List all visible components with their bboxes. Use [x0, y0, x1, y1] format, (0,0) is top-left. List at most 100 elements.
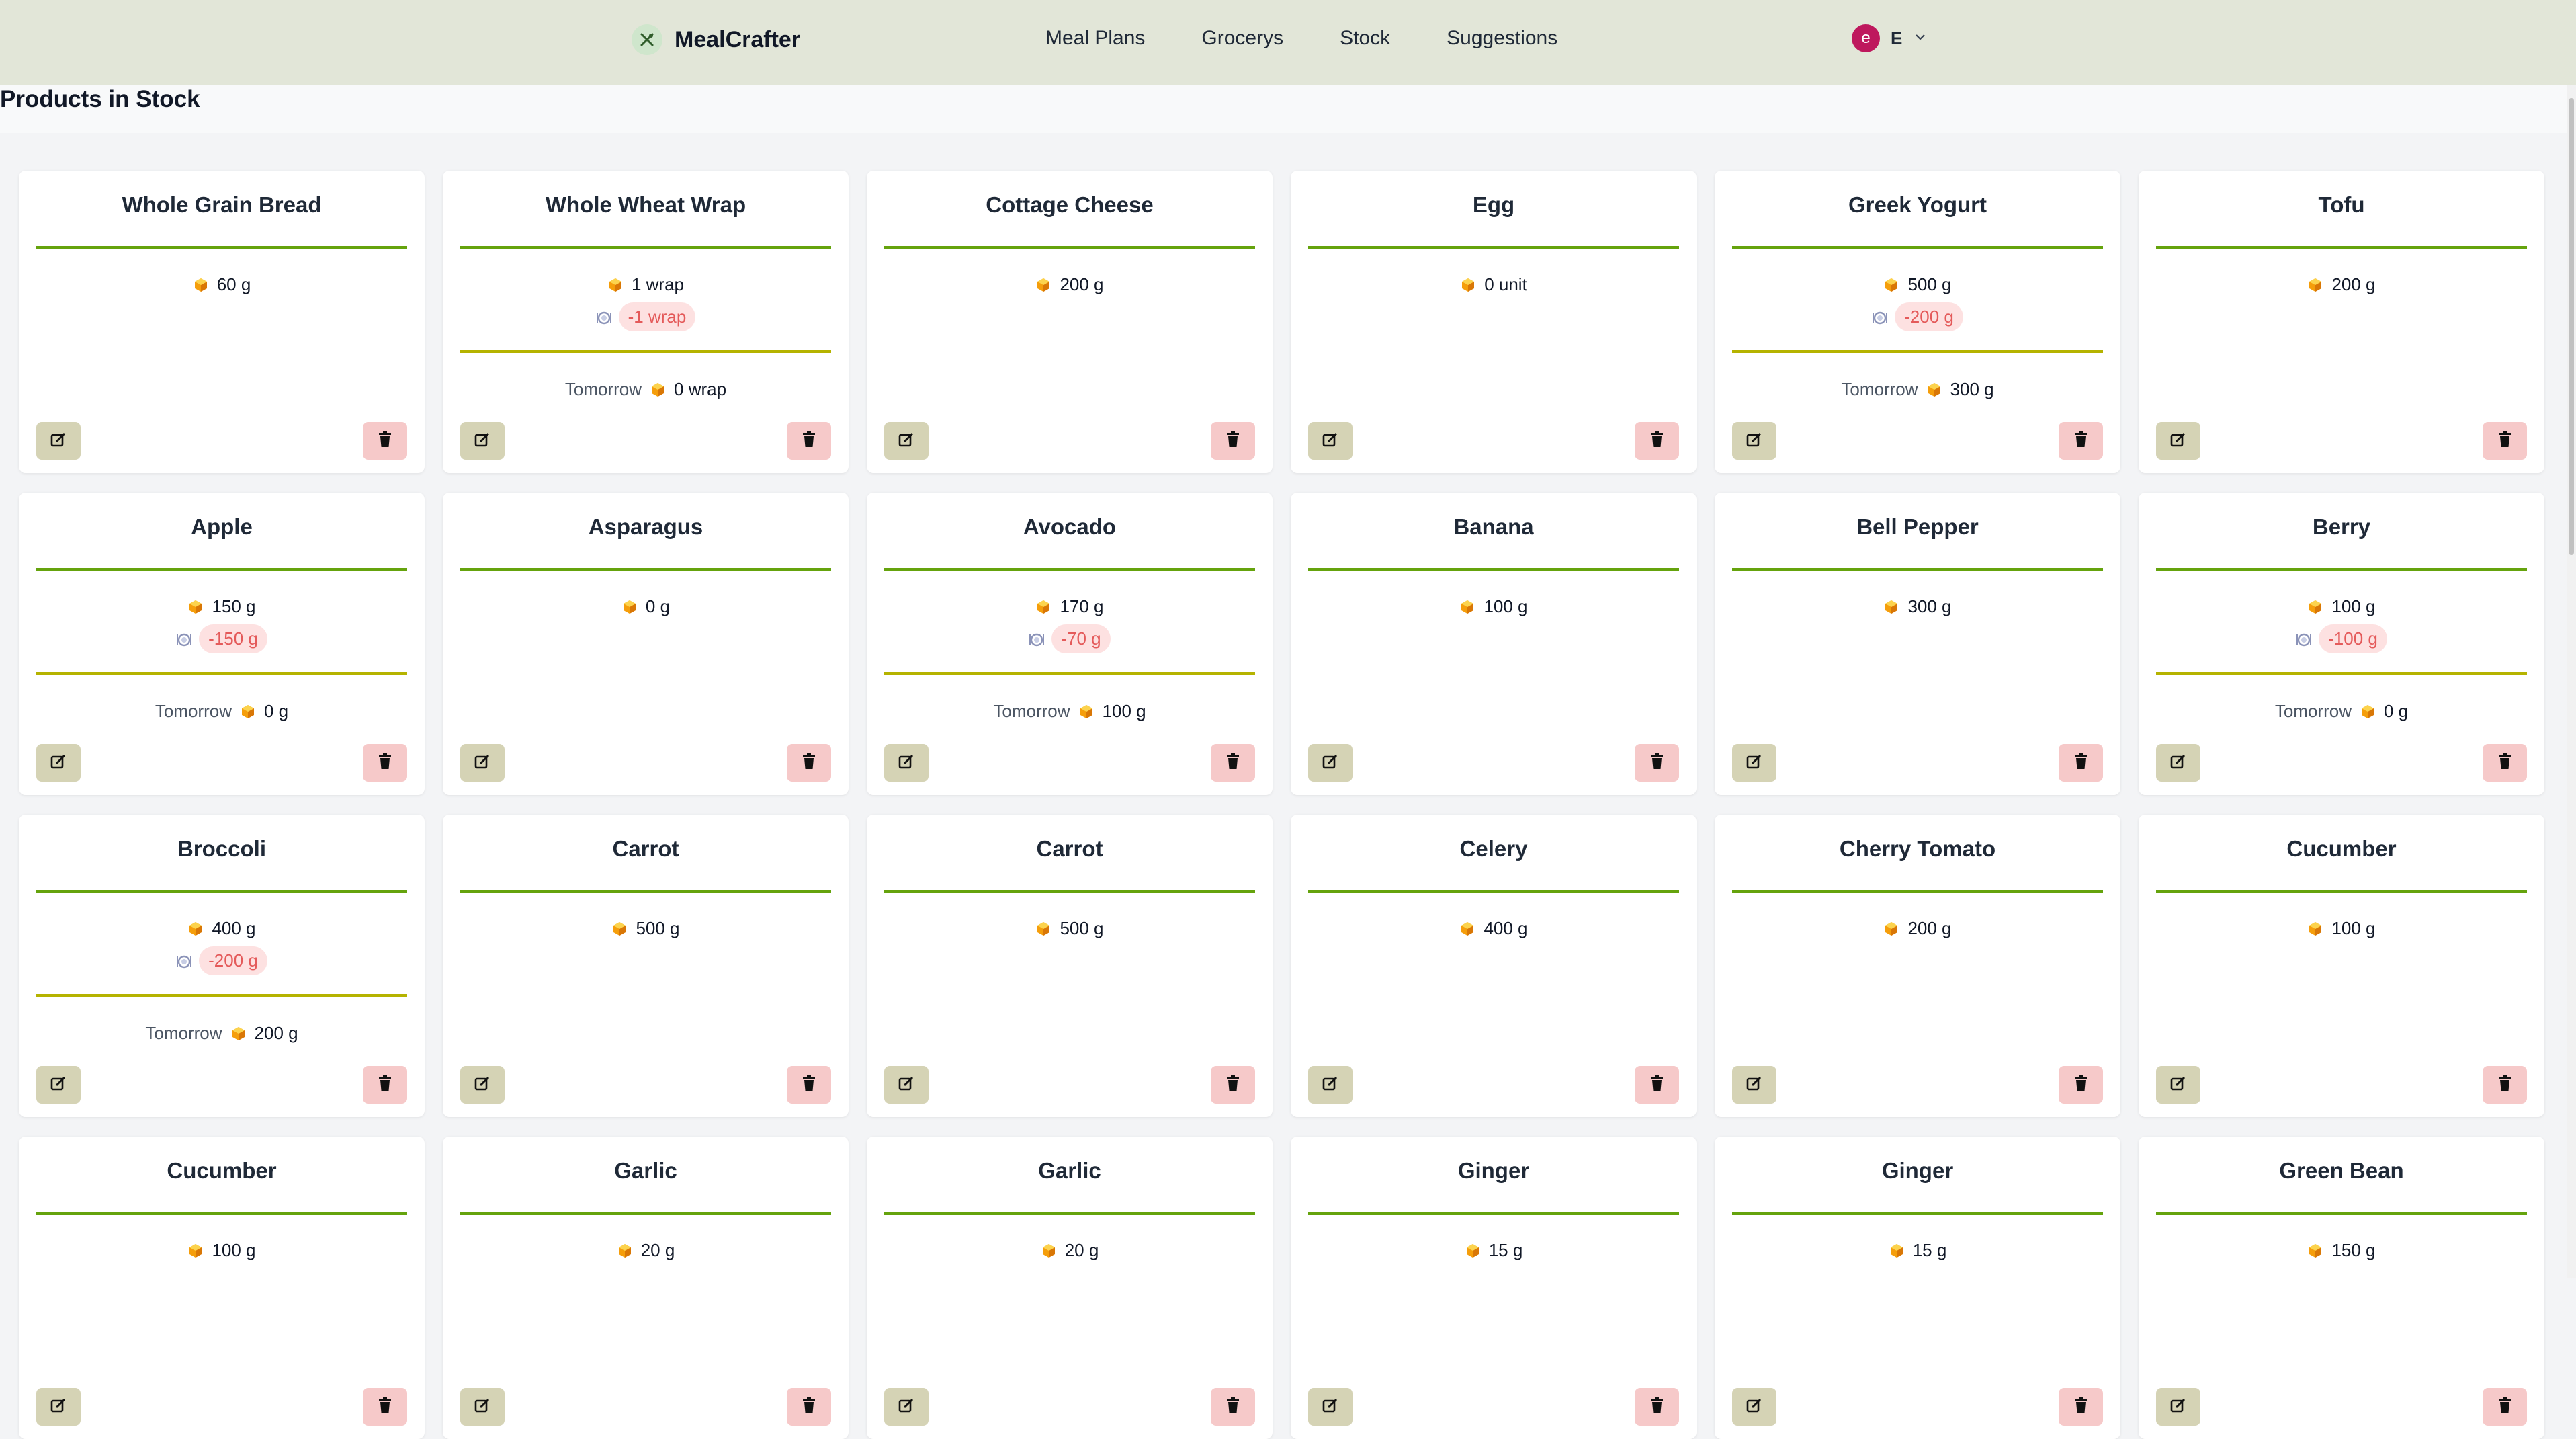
delete-button[interactable]: [787, 744, 831, 782]
delete-button[interactable]: [2483, 1388, 2527, 1426]
edit-button[interactable]: [884, 744, 929, 782]
box-icon: [2307, 277, 2323, 293]
trash-icon: [377, 1074, 393, 1096]
tomorrow-row: Tomorrow 0 g: [2139, 701, 2544, 722]
tomorrow-label: Tomorrow: [993, 701, 1070, 721]
product-card: Broccoli 400 g -200 g Tomorrow 200 g: [19, 815, 425, 1117]
trash-icon: [1649, 1074, 1665, 1096]
delete-button[interactable]: [787, 422, 831, 460]
user-menu[interactable]: e E: [1852, 24, 1928, 52]
delete-button[interactable]: [1211, 422, 1255, 460]
delete-button[interactable]: [2483, 1066, 2527, 1104]
product-card: Egg 0 unit: [1291, 171, 1697, 473]
edit-button[interactable]: [36, 422, 81, 460]
edit-button[interactable]: [1732, 1066, 1776, 1104]
edit-button[interactable]: [2156, 422, 2200, 460]
delete-button[interactable]: [1635, 1066, 1679, 1104]
delete-button[interactable]: [1211, 744, 1255, 782]
scrollbar[interactable]: [2567, 85, 2576, 1278]
delete-button[interactable]: [363, 422, 407, 460]
stock-quantity: 15 g: [1488, 1240, 1523, 1260]
edit-button[interactable]: [884, 1066, 929, 1104]
edit-icon: [1322, 1075, 1339, 1096]
divider-tomorrow: [1732, 350, 2103, 353]
stock-quantity: 20 g: [640, 1240, 675, 1260]
nav-link-grocerys[interactable]: Grocerys: [1201, 27, 1284, 49]
edit-button[interactable]: [1732, 1388, 1776, 1426]
edit-button[interactable]: [36, 744, 81, 782]
plate-icon: [176, 953, 192, 969]
divider-tomorrow: [36, 672, 407, 675]
delete-button[interactable]: [1635, 744, 1679, 782]
edit-button[interactable]: [460, 744, 505, 782]
product-card: Asparagus 0 g: [443, 493, 849, 795]
edit-icon: [50, 1075, 67, 1096]
delete-button[interactable]: [2483, 744, 2527, 782]
edit-button[interactable]: [1732, 744, 1776, 782]
planned-usage-row: -200 g: [1715, 302, 2120, 331]
edit-button[interactable]: [1308, 1066, 1353, 1104]
edit-button[interactable]: [2156, 1388, 2200, 1426]
product-name: Banana: [1453, 514, 1534, 539]
nav-link-meal-plans[interactable]: Meal Plans: [1045, 27, 1146, 49]
edit-button[interactable]: [36, 1388, 81, 1426]
planned-usage-badge: -100 g: [2319, 624, 2387, 653]
delete-button[interactable]: [1635, 422, 1679, 460]
page-header: [0, 85, 2567, 133]
edit-button[interactable]: [1308, 744, 1353, 782]
box-icon: [1459, 599, 1475, 615]
delete-button[interactable]: [2059, 744, 2103, 782]
edit-button[interactable]: [36, 1066, 81, 1104]
edit-icon: [898, 431, 915, 452]
product-name: Green Bean: [2279, 1158, 2404, 1183]
tomorrow-quantity: 0 g: [263, 701, 289, 721]
trash-icon: [1649, 1396, 1665, 1417]
edit-button[interactable]: [1308, 1388, 1353, 1426]
trash-icon: [2073, 1074, 2089, 1096]
delete-button[interactable]: [1635, 1388, 1679, 1426]
nav-link-suggestions[interactable]: Suggestions: [1447, 27, 1558, 49]
stock-quantity-row: 170 g: [867, 596, 1273, 617]
trash-icon: [1225, 752, 1241, 774]
product-name: Berry: [2312, 514, 2371, 539]
delete-button[interactable]: [1211, 1066, 1255, 1104]
delete-button[interactable]: [363, 1066, 407, 1104]
planned-usage-badge: -200 g: [1895, 302, 1963, 331]
delete-button[interactable]: [2059, 422, 2103, 460]
delete-button[interactable]: [2483, 422, 2527, 460]
edit-button[interactable]: [460, 1066, 505, 1104]
tomorrow-row: Tomorrow 200 g: [19, 1023, 425, 1044]
delete-button[interactable]: [363, 744, 407, 782]
stock-quantity-row: 200 g: [1715, 918, 2120, 939]
edit-button[interactable]: [884, 422, 929, 460]
delete-button[interactable]: [2059, 1388, 2103, 1426]
trash-icon: [2073, 1396, 2089, 1417]
delete-button[interactable]: [1211, 1388, 1255, 1426]
tomorrow-quantity: 0 g: [2383, 701, 2409, 721]
edit-button[interactable]: [460, 422, 505, 460]
delete-button[interactable]: [787, 1388, 831, 1426]
delete-button[interactable]: [2059, 1066, 2103, 1104]
delete-button[interactable]: [363, 1388, 407, 1426]
brand-link[interactable]: MealCrafter: [632, 24, 800, 55]
trash-icon: [2497, 430, 2513, 452]
planned-usage-row: -150 g: [19, 624, 425, 653]
stock-quantity: 60 g: [216, 274, 251, 294]
edit-button[interactable]: [2156, 1066, 2200, 1104]
box-icon: [1465, 1243, 1481, 1259]
product-name: Greek Yogurt: [1848, 192, 1987, 217]
tomorrow-row: Tomorrow 300 g: [1715, 379, 2120, 400]
edit-button[interactable]: [1308, 422, 1353, 460]
edit-button[interactable]: [2156, 744, 2200, 782]
product-card: Apple 150 g -150 g Tomorrow 0 g: [19, 493, 425, 795]
stock-quantity: 0 g: [645, 596, 671, 616]
edit-button[interactable]: [460, 1388, 505, 1426]
stock-quantity: 500 g: [1907, 274, 1952, 294]
edit-button[interactable]: [1732, 422, 1776, 460]
scrollbar-thumb[interactable]: [2569, 98, 2574, 555]
nav-link-stock[interactable]: Stock: [1340, 27, 1391, 49]
planned-usage-badge: -150 g: [199, 624, 267, 653]
delete-button[interactable]: [787, 1066, 831, 1104]
divider: [460, 890, 831, 893]
edit-button[interactable]: [884, 1388, 929, 1426]
